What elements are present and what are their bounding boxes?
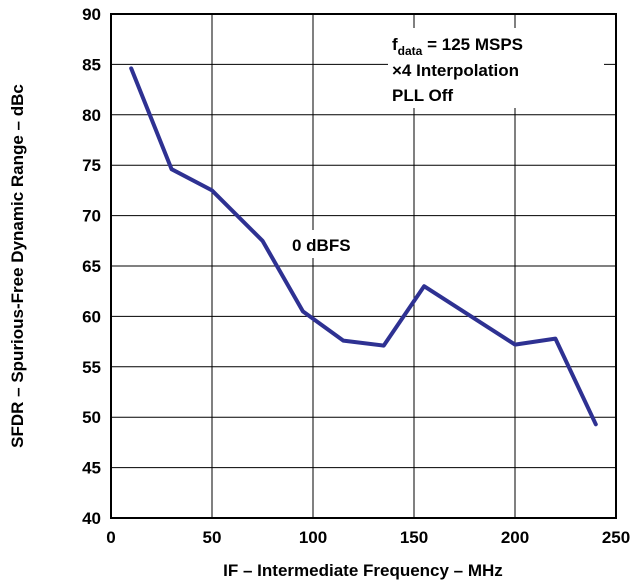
conditions-line1: fdata = 125 MSPS	[392, 35, 523, 58]
y-tick-label-90: 90	[82, 5, 101, 24]
y-tick-label-55: 55	[82, 358, 101, 377]
series-line-0	[129, 66, 598, 427]
conditions-box	[388, 28, 604, 108]
y-tick-label-65: 65	[82, 257, 101, 276]
x-tick-label-200: 200	[501, 528, 529, 547]
y-tick-label-70: 70	[82, 207, 101, 226]
y-tick-label-80: 80	[82, 106, 101, 125]
y-tick-label-85: 85	[82, 55, 101, 74]
conditions-line2: ×4 Interpolation	[392, 61, 519, 80]
conditions-line3: PLL Off	[392, 86, 453, 105]
y-axis-title: SFDR – Spurious-Free Dynamic Range – dBc	[8, 84, 27, 448]
y-tick-label-50: 50	[82, 408, 101, 427]
series-label-bg	[288, 230, 380, 258]
y-tick-label-60: 60	[82, 307, 101, 326]
x-tick-label-0: 0	[106, 528, 115, 547]
plot-frame	[110, 13, 617, 519]
series-label-0dbfs: 0 dBFS	[292, 236, 351, 255]
x-tick-label-100: 100	[299, 528, 327, 547]
y-tick-label-45: 45	[82, 459, 101, 478]
x-axis-ticks: 0 50 100 150 200 250	[106, 528, 630, 547]
y-axis-ticks: 40 45 50 55 60 65 70 75 80 85 90	[82, 5, 101, 528]
series-layer	[129, 66, 598, 427]
x-tick-label-150: 150	[400, 528, 428, 547]
x-tick-label-250: 250	[602, 528, 630, 547]
x-axis-title: IF – Intermediate Frequency – MHz	[223, 561, 503, 580]
y-tick-label-75: 75	[82, 156, 101, 175]
x-tick-label-50: 50	[203, 528, 222, 547]
y-tick-label-40: 40	[82, 509, 101, 528]
